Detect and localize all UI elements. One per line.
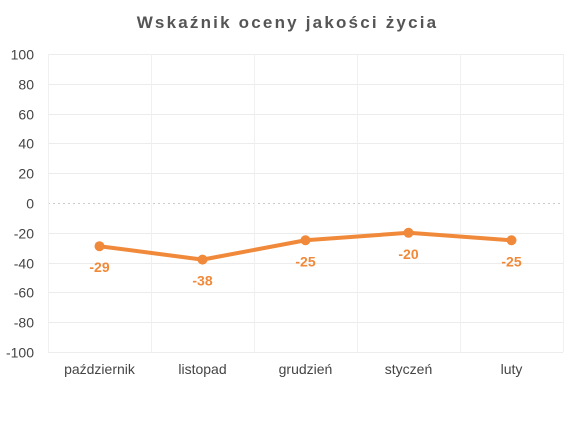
y-tick-label: -60 [14, 285, 34, 301]
data-labels: -29 -38 -25 -20 -25 [89, 246, 521, 289]
y-tick-label: 0 [26, 196, 34, 212]
y-tick-label: -40 [14, 256, 34, 272]
data-points [94, 227, 517, 265]
data-point [300, 235, 311, 246]
x-tick-label: październik [64, 361, 136, 377]
grid [48, 54, 564, 353]
y-tick-label: -80 [14, 315, 34, 331]
data-label: -38 [192, 273, 212, 289]
y-tick-label: 80 [18, 77, 34, 93]
x-tick-label: luty [501, 361, 523, 377]
y-tick-label: -100 [6, 345, 34, 361]
data-label: -29 [89, 259, 109, 275]
y-tick-label: -20 [14, 226, 34, 242]
x-axis-ticks: październik listopad grudzień styczeń luty [64, 361, 522, 377]
x-tick-label: grudzień [279, 361, 333, 377]
y-tick-label: 40 [18, 136, 34, 152]
data-point [94, 241, 105, 252]
data-label: -25 [501, 253, 521, 269]
data-point [403, 227, 414, 238]
chart-title: Wskaźnik oceny jakości życia [136, 13, 439, 32]
y-tick-label: 60 [18, 107, 34, 123]
y-axis-ticks: 100 80 60 40 20 0 -20 -40 -60 -80 -100 [6, 47, 34, 361]
y-tick-label: 100 [11, 47, 35, 63]
data-point [197, 254, 208, 265]
y-tick-label: 20 [18, 166, 34, 182]
data-label: -20 [398, 246, 418, 262]
data-point [506, 235, 517, 246]
x-tick-label: listopad [178, 361, 226, 377]
data-label: -25 [295, 253, 315, 269]
x-tick-label: styczeń [385, 361, 432, 377]
